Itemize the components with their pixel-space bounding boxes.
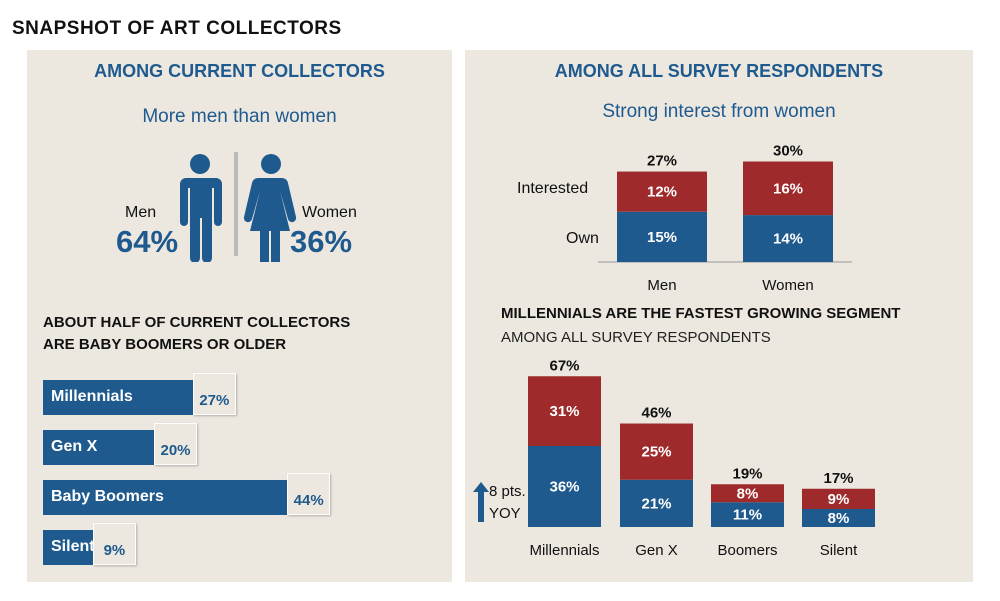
bar-value-label: 44% <box>287 473 331 515</box>
gender-bar-total-label: 30% <box>773 143 803 160</box>
gender-bar-segment <box>743 161 833 216</box>
growth-bar-total-label: 46% <box>641 405 671 422</box>
bar-value-label: 20% <box>154 423 197 465</box>
left-panel-header: AMONG CURRENT COLLECTORS <box>94 61 385 81</box>
men-value: 64% <box>116 224 179 259</box>
woman-icon <box>243 154 297 262</box>
growth-section-title: MILLENNIALS ARE THE FASTEST GROWING SEGM… <box>501 305 901 322</box>
gender-bar-segment <box>617 171 707 212</box>
annotation-line-1: 8 pts. <box>489 483 526 500</box>
growth-bar-segment-label: 11% <box>733 507 762 524</box>
right-panel-header: AMONG ALL SURVEY RESPONDENTS <box>554 61 884 81</box>
bar-millennials: Millennials <box>43 380 193 415</box>
gender-bar-segment <box>617 211 707 262</box>
growth-bar-segment-label: 31% <box>549 403 579 420</box>
growth-bar-segment <box>528 446 601 527</box>
gender-bar-segment-label: 15% <box>647 229 677 246</box>
divider <box>234 152 238 256</box>
growth-bar-segment-label: 36% <box>549 479 579 496</box>
gender-bar-segment <box>743 215 833 262</box>
growth-bar-segment <box>620 423 693 480</box>
gender-bar-segment-label: 12% <box>647 184 677 201</box>
left-panel-subtitle: More men than women <box>142 106 337 127</box>
bar-gen-x: Gen X <box>43 430 154 465</box>
bar-value-label: 27% <box>192 373 236 415</box>
growth-bar-category-label: Silent <box>820 542 858 559</box>
page-title: SNAPSHOT OF ART COLLECTORS <box>12 18 342 39</box>
growth-section-subtitle: AMONG ALL SURVEY RESPONDENTS <box>501 329 771 346</box>
growth-bar-segment <box>620 479 693 527</box>
women-label: Women <box>302 204 357 221</box>
growth-bar-total-label: 67% <box>549 357 579 374</box>
up-arrow-icon <box>473 482 489 522</box>
gender-bar-category-label: Women <box>762 277 813 294</box>
growth-bar-category-label: Gen X <box>635 542 678 559</box>
growth-bar-segment <box>802 488 875 509</box>
gender-bar-category-label: Men <box>647 277 676 294</box>
gender-bar-segment-label: 16% <box>773 180 803 197</box>
generation-section-title: ABOUT HALF OF CURRENT COLLECTORS ARE BAB… <box>43 312 350 356</box>
growth-bar-segment-label: 9% <box>828 491 850 508</box>
growth-bar-category-label: Boomers <box>717 542 777 559</box>
growth-bar-segment-label: 21% <box>641 495 671 512</box>
gender-bar-segment-label: 14% <box>773 231 803 248</box>
annotation-line-2: YOY <box>489 505 521 522</box>
growth-bar-segment-label: 25% <box>641 444 671 461</box>
growth-bar-total-label: 19% <box>732 465 762 482</box>
growth-bar-category-label: Millennials <box>529 542 599 559</box>
bar-silent: Silent <box>43 530 95 565</box>
series-label-interested: Interested <box>517 180 588 197</box>
gender-icons <box>180 152 297 262</box>
bar-value-label: 9% <box>92 523 136 565</box>
man-icon <box>180 154 222 262</box>
growth-bar-segment <box>711 502 784 527</box>
growth-bar-segment <box>802 509 875 527</box>
women-value: 36% <box>290 224 353 259</box>
growth-bar-segment-label: 8% <box>737 485 759 502</box>
series-label-own: Own <box>566 230 599 247</box>
section-line-2: ARE BABY BOOMERS OR OLDER <box>43 336 287 353</box>
gender-bar-total-label: 27% <box>647 153 677 170</box>
growth-bar-total-label: 17% <box>823 470 853 487</box>
growth-bar-segment <box>528 376 601 446</box>
right-panel-subtitle: Strong interest from women <box>602 101 836 122</box>
section-line-1: ABOUT HALF OF CURRENT COLLECTORS <box>43 314 351 331</box>
men-label: Men <box>125 204 157 221</box>
growth-bar-segment-label: 8% <box>828 510 850 527</box>
bar-baby-boomers: Baby Boomers <box>43 480 288 515</box>
growth-bar-segment <box>711 484 784 503</box>
